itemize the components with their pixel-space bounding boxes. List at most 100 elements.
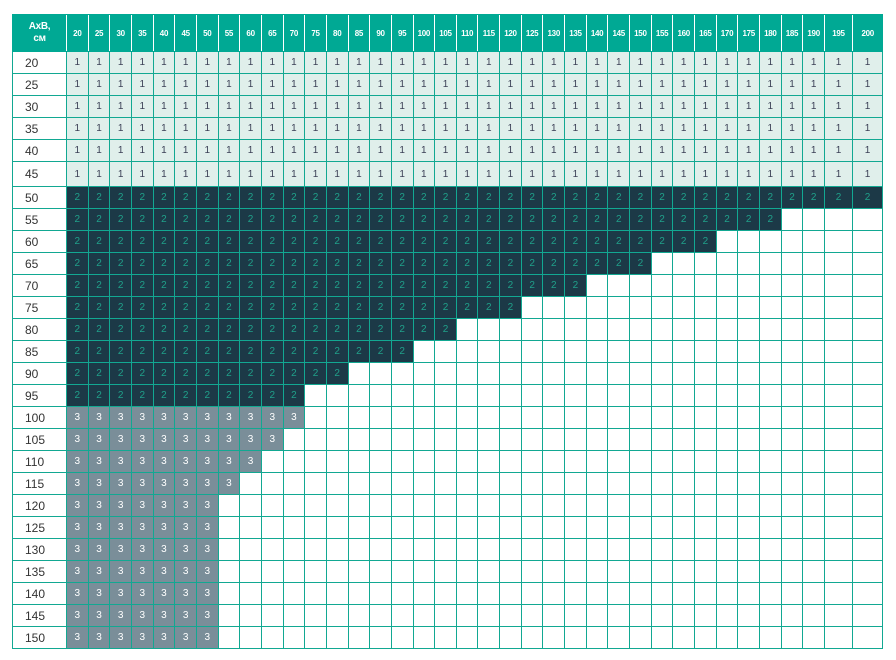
row-label: 75 xyxy=(12,296,67,319)
empty-cell xyxy=(564,472,587,495)
table-cell: 2 xyxy=(87,230,111,253)
column-header: 125 xyxy=(520,14,543,52)
table-cell: 1 xyxy=(130,73,154,96)
table-cell: 3 xyxy=(174,626,197,649)
empty-cell xyxy=(217,626,241,649)
table-cell: 2 xyxy=(195,274,219,297)
empty-cell xyxy=(434,362,457,385)
empty-cell xyxy=(759,472,782,495)
empty-cell xyxy=(239,582,262,605)
empty-cell xyxy=(759,582,782,605)
table-cell: 2 xyxy=(607,208,631,231)
empty-cell xyxy=(802,252,825,275)
table-cell: 1 xyxy=(390,95,414,118)
table-cell: 2 xyxy=(109,230,132,253)
empty-cell xyxy=(629,560,652,583)
table-cell: 1 xyxy=(434,95,457,118)
table-cell: 2 xyxy=(217,186,241,209)
empty-cell xyxy=(650,516,674,539)
table-cell: 1 xyxy=(152,117,176,140)
empty-cell xyxy=(499,538,522,561)
table-cell: 1 xyxy=(87,139,111,162)
table-cell: 1 xyxy=(174,161,197,187)
table-cell: 2 xyxy=(520,186,544,209)
table-cell: 2 xyxy=(347,252,371,275)
table-cell: 3 xyxy=(217,406,241,429)
table-cell: 1 xyxy=(412,51,436,74)
empty-cell xyxy=(347,450,371,473)
table-cell: 2 xyxy=(87,274,111,297)
empty-cell xyxy=(455,494,479,517)
table-cell: 3 xyxy=(260,428,284,451)
table-cell: 2 xyxy=(130,340,154,363)
empty-cell xyxy=(607,450,631,473)
table-cell: 2 xyxy=(369,296,392,319)
table-cell: 1 xyxy=(737,95,760,118)
column-header: 45 xyxy=(174,14,197,52)
empty-cell xyxy=(715,340,739,363)
empty-cell xyxy=(304,538,327,561)
empty-cell xyxy=(823,230,853,253)
table-cell: 2 xyxy=(174,340,197,363)
empty-cell xyxy=(715,472,739,495)
table-cell: 2 xyxy=(109,252,132,275)
empty-cell xyxy=(851,406,884,429)
table-cell: 1 xyxy=(851,95,884,118)
empty-cell xyxy=(759,428,782,451)
table-cell: 2 xyxy=(369,186,392,209)
table-cell: 1 xyxy=(87,51,111,74)
table-cell: 1 xyxy=(802,117,825,140)
table-cell: 1 xyxy=(369,73,392,96)
table-cell: 1 xyxy=(650,139,674,162)
empty-cell xyxy=(780,318,804,341)
table-cell: 1 xyxy=(607,73,631,96)
column-header: 200 xyxy=(851,14,883,52)
empty-cell xyxy=(737,318,760,341)
empty-cell xyxy=(780,516,804,539)
empty-cell xyxy=(715,428,739,451)
empty-cell xyxy=(851,604,884,627)
table-cell: 2 xyxy=(239,384,262,407)
table-cell: 2 xyxy=(109,274,132,297)
empty-cell xyxy=(851,296,884,319)
table-cell: 3 xyxy=(109,428,132,451)
table-cell: 3 xyxy=(174,560,197,583)
table-cell: 1 xyxy=(152,95,176,118)
column-header: 110 xyxy=(455,14,478,52)
empty-cell xyxy=(694,428,717,451)
empty-cell xyxy=(455,428,479,451)
table-cell: 1 xyxy=(759,51,782,74)
empty-cell xyxy=(325,472,349,495)
empty-cell xyxy=(802,274,825,297)
empty-cell xyxy=(851,428,884,451)
table-cell: 2 xyxy=(412,296,436,319)
empty-cell xyxy=(585,296,609,319)
table-cell: 2 xyxy=(802,186,825,209)
empty-cell xyxy=(564,318,587,341)
table-cell: 1 xyxy=(780,95,804,118)
empty-cell xyxy=(585,384,609,407)
table-cell: 1 xyxy=(650,51,674,74)
empty-cell xyxy=(239,604,262,627)
empty-cell xyxy=(499,604,522,627)
empty-cell xyxy=(369,406,392,429)
table-cell: 2 xyxy=(217,208,241,231)
table-cell: 2 xyxy=(152,274,176,297)
table-cell: 1 xyxy=(434,117,457,140)
empty-cell xyxy=(823,252,853,275)
table-row: 150 3 3 3 3 3 3 3 xyxy=(12,626,884,649)
table-cell: 1 xyxy=(851,161,884,187)
table-cell: 1 xyxy=(304,139,327,162)
table-cell: 1 xyxy=(66,73,89,96)
table-cell: 1 xyxy=(477,95,501,118)
empty-cell xyxy=(802,406,825,429)
table-cell: 3 xyxy=(195,428,219,451)
empty-cell xyxy=(347,604,371,627)
empty-cell xyxy=(607,296,631,319)
table-cell: 3 xyxy=(109,406,132,429)
table-cell: 3 xyxy=(109,604,132,627)
empty-cell xyxy=(694,560,717,583)
empty-cell xyxy=(239,472,262,495)
empty-cell xyxy=(585,560,609,583)
row-label: 150 xyxy=(12,626,67,649)
